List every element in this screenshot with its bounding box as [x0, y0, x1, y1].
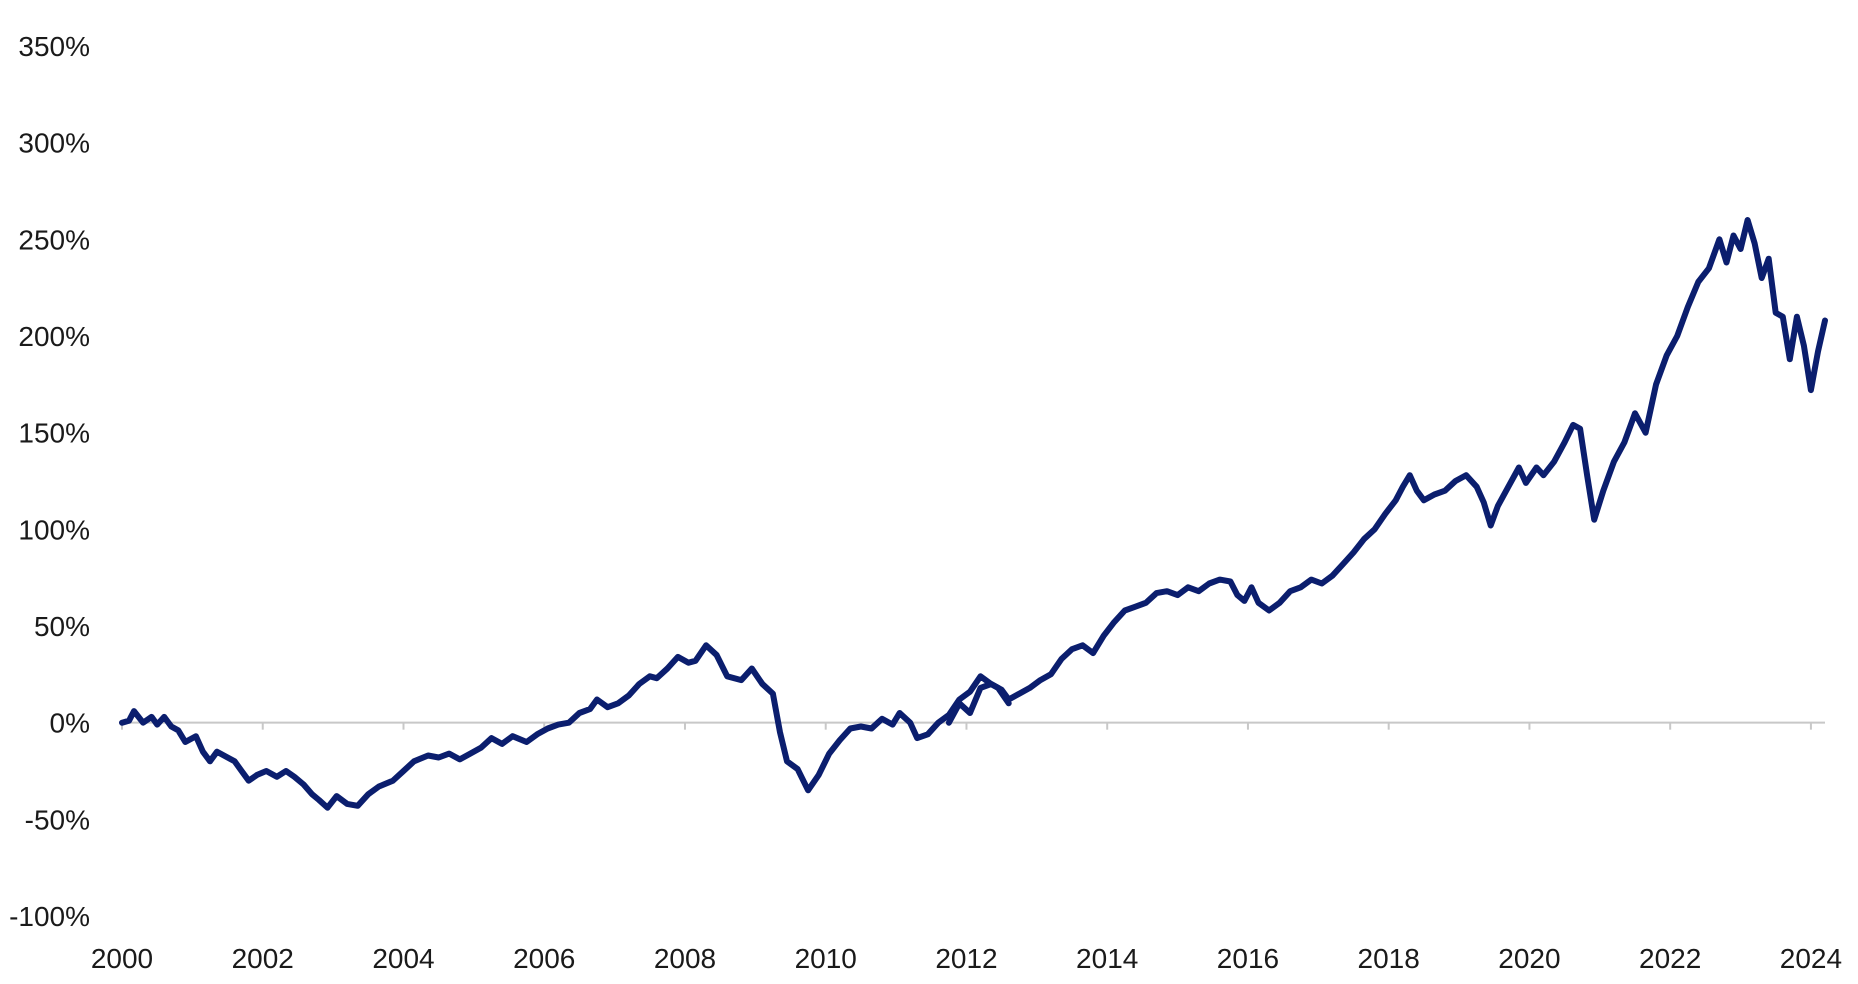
x-tick-label: 2012	[935, 943, 997, 974]
y-tick-label: 150%	[18, 418, 90, 449]
x-tick-label: 2018	[1358, 943, 1420, 974]
x-tick-label: 2024	[1780, 943, 1842, 974]
y-tick-label: -100%	[9, 901, 90, 932]
series-line-navy	[119, 642, 1012, 811]
y-tick-label: 50%	[34, 611, 90, 642]
x-tick-label: 2020	[1498, 943, 1560, 974]
x-tick-label: 2022	[1639, 943, 1701, 974]
y-tick-label: 250%	[18, 224, 90, 255]
x-tick-label: 2016	[1217, 943, 1279, 974]
x-tick-label: 2010	[795, 943, 857, 974]
y-tick-label: 350%	[18, 31, 90, 62]
x-tick-label: 2004	[372, 943, 434, 974]
y-tick-label: 100%	[18, 514, 90, 545]
x-tick-label: 2014	[1076, 943, 1138, 974]
series-line-navy	[945, 217, 1828, 726]
y-tick-label: 300%	[18, 128, 90, 159]
y-tick-label: -50%	[25, 804, 90, 835]
x-tick-label: 2006	[513, 943, 575, 974]
y-tick-label: 200%	[18, 321, 90, 352]
x-tick-label: 2000	[91, 943, 153, 974]
x-tick-label: 2002	[232, 943, 294, 974]
y-axis: -100% -50% 0% 50% 100% 150% 200% 250% 300% 350%	[9, 31, 90, 932]
x-tick-label: 2008	[654, 943, 716, 974]
series-layer	[119, 217, 1828, 811]
y-tick-label: 0%	[50, 708, 90, 739]
x-axis: 2000 2002 2004 2006 2008 2010 2012 2014 2016 2018…	[91, 722, 1842, 974]
